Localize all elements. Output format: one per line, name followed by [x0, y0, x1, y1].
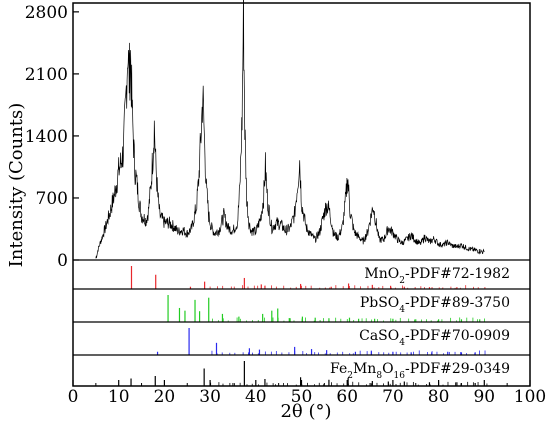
chart-labels: MnO2-PDF#72-1982 PbSO4-PDF#89-3750 CaSO4-P… [25, 3, 546, 407]
x-tick-label: 10 [108, 387, 130, 407]
chart-ticks [72, 2, 531, 387]
reference-label: MnO2-PDF#72-1982 [364, 266, 510, 286]
x-tick-label: 30 [199, 387, 221, 407]
x-tick-label: 80 [428, 387, 450, 407]
x-tick-label: 0 [68, 387, 79, 407]
reference-label: PbSO4-PDF#89-3750 [360, 295, 510, 315]
x-tick-label: 90 [473, 387, 495, 407]
reference-label: Fe2Mn8O16-PDF#29-0349 [330, 361, 510, 381]
x-tick-label: 60 [336, 387, 358, 407]
xrd-pattern-line [95, 0, 485, 259]
y-tick-label: 0 [57, 251, 68, 271]
y-tick-label: 700 [36, 189, 68, 209]
y-axis-title: Intensity (Counts) [6, 103, 27, 268]
y-tick-label: 2800 [25, 3, 68, 23]
reference-label: CaSO4-PDF#70-0909 [359, 328, 510, 348]
x-axis-title: 2θ (°) [280, 401, 331, 422]
x-tick-label: 50 [291, 387, 313, 407]
x-tick-label: 40 [245, 387, 267, 407]
y-tick-label: 2100 [25, 65, 68, 85]
x-tick-label: 20 [154, 387, 176, 407]
x-tick-label: 100 [514, 387, 546, 407]
x-tick-label: 70 [382, 387, 404, 407]
y-tick-label: 1400 [25, 127, 68, 147]
